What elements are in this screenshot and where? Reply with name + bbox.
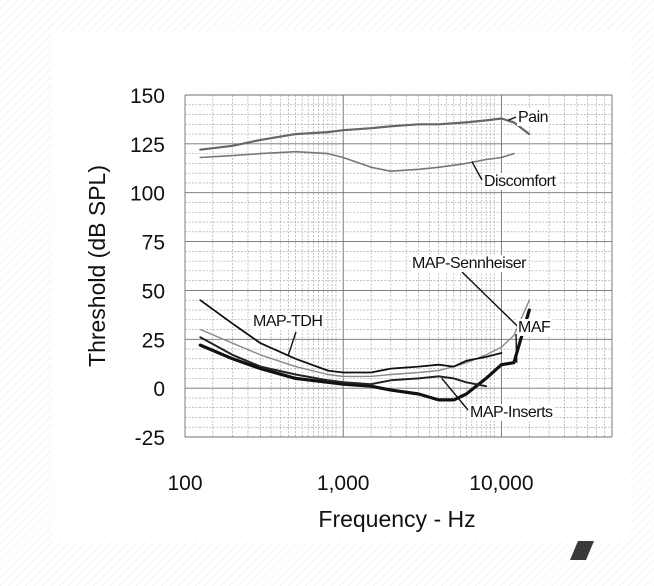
- y-tick-label: 50: [142, 280, 165, 303]
- annotation-pointer-maf: [515, 333, 518, 363]
- annotation-pain: Pain: [518, 109, 548, 126]
- series-pain-line: [199, 117, 531, 151]
- series-annotations: Pain Discomfort MAP-Sennheiser MAP-TDH MAF MA…: [252, 109, 558, 421]
- series-discomfort-line: [199, 150, 515, 172]
- x-tick-label: 1,000: [317, 472, 370, 495]
- y-tick-label: -25: [135, 427, 165, 450]
- y-tick-label: 25: [142, 329, 165, 352]
- annotation-background: [252, 313, 324, 330]
- series-map-inserts-line: [199, 336, 488, 388]
- annotation-background: [469, 404, 555, 421]
- annotation-pointer-discomfort: [471, 161, 483, 181]
- y-axis-title: Threshold (dB SPL): [84, 165, 110, 367]
- y-tick-label: 125: [130, 134, 165, 157]
- y-tick-label: 150: [130, 85, 165, 108]
- y-tick-label: 100: [130, 183, 165, 206]
- x-axis-title: Frequency - Hz: [318, 506, 475, 532]
- annotation-pointer-pain: [507, 116, 517, 122]
- annotation-pointer-map-sennheiser: [461, 271, 528, 336]
- annotation-maf: MAF: [518, 319, 551, 336]
- annotation-map-tdh: MAP-TDH: [253, 313, 322, 330]
- series-map-sennheiser-line: [199, 299, 530, 378]
- y-tick-label: 75: [142, 232, 165, 255]
- x-tick-label: 100: [167, 472, 202, 495]
- series-map-tdh-line: [199, 299, 503, 374]
- annotation-map-sennheiser: MAP-Sennheiser: [412, 255, 527, 272]
- annotation-discomfort: Discomfort: [484, 173, 557, 190]
- y-tick-label: 0: [153, 378, 165, 401]
- series-lines: [198, 117, 531, 402]
- annotation-background: [483, 173, 558, 190]
- annotation-background: [517, 319, 552, 336]
- x-tick-label: 10,000: [469, 472, 533, 495]
- series-maf-line: [198, 308, 531, 402]
- annotation-background: [411, 255, 529, 272]
- annotation-pointer-map-tdh: [287, 331, 297, 356]
- annotation-pointer-map-inserts: [441, 377, 469, 411]
- corner-decoration: [570, 541, 594, 560]
- annotation-background: [517, 109, 550, 126]
- annotation-map-inserts: MAP-Inserts: [470, 404, 553, 421]
